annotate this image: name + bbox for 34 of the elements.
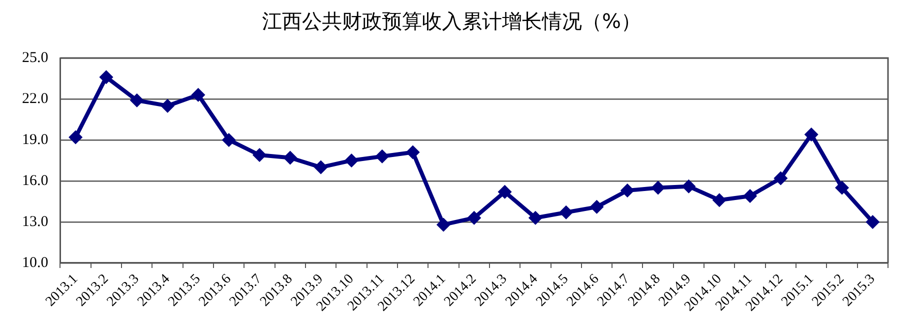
point <box>314 160 328 174</box>
point <box>191 88 206 102</box>
y-tick-label: 13.0 <box>22 214 48 230</box>
point <box>835 180 850 195</box>
point <box>804 128 818 142</box>
y-tick-label: 19.0 <box>22 132 48 148</box>
point <box>682 179 696 194</box>
point <box>406 145 420 160</box>
y-tick-label: 10.0 <box>22 254 48 271</box>
point <box>283 150 298 165</box>
point <box>252 148 267 162</box>
point <box>375 149 390 164</box>
point <box>436 218 450 232</box>
point <box>590 200 604 214</box>
point <box>774 171 788 186</box>
y-tick-label: 16.0 <box>22 172 48 189</box>
point <box>467 210 482 225</box>
chart-title: 江西公共财政预算收入累计增长情况（%） <box>260 8 642 35</box>
point <box>651 180 666 195</box>
point <box>866 214 880 229</box>
point <box>620 184 634 198</box>
point <box>344 153 358 168</box>
point <box>498 184 512 199</box>
point <box>68 130 83 144</box>
y-tick-label: 22.0 <box>22 90 48 107</box>
point <box>559 205 574 220</box>
y-tick-label: 25.0 <box>22 50 48 66</box>
point <box>528 210 542 225</box>
point <box>222 132 236 147</box>
point <box>99 70 114 84</box>
point <box>130 93 144 108</box>
point <box>160 98 175 113</box>
point <box>712 193 726 208</box>
point <box>743 189 758 203</box>
